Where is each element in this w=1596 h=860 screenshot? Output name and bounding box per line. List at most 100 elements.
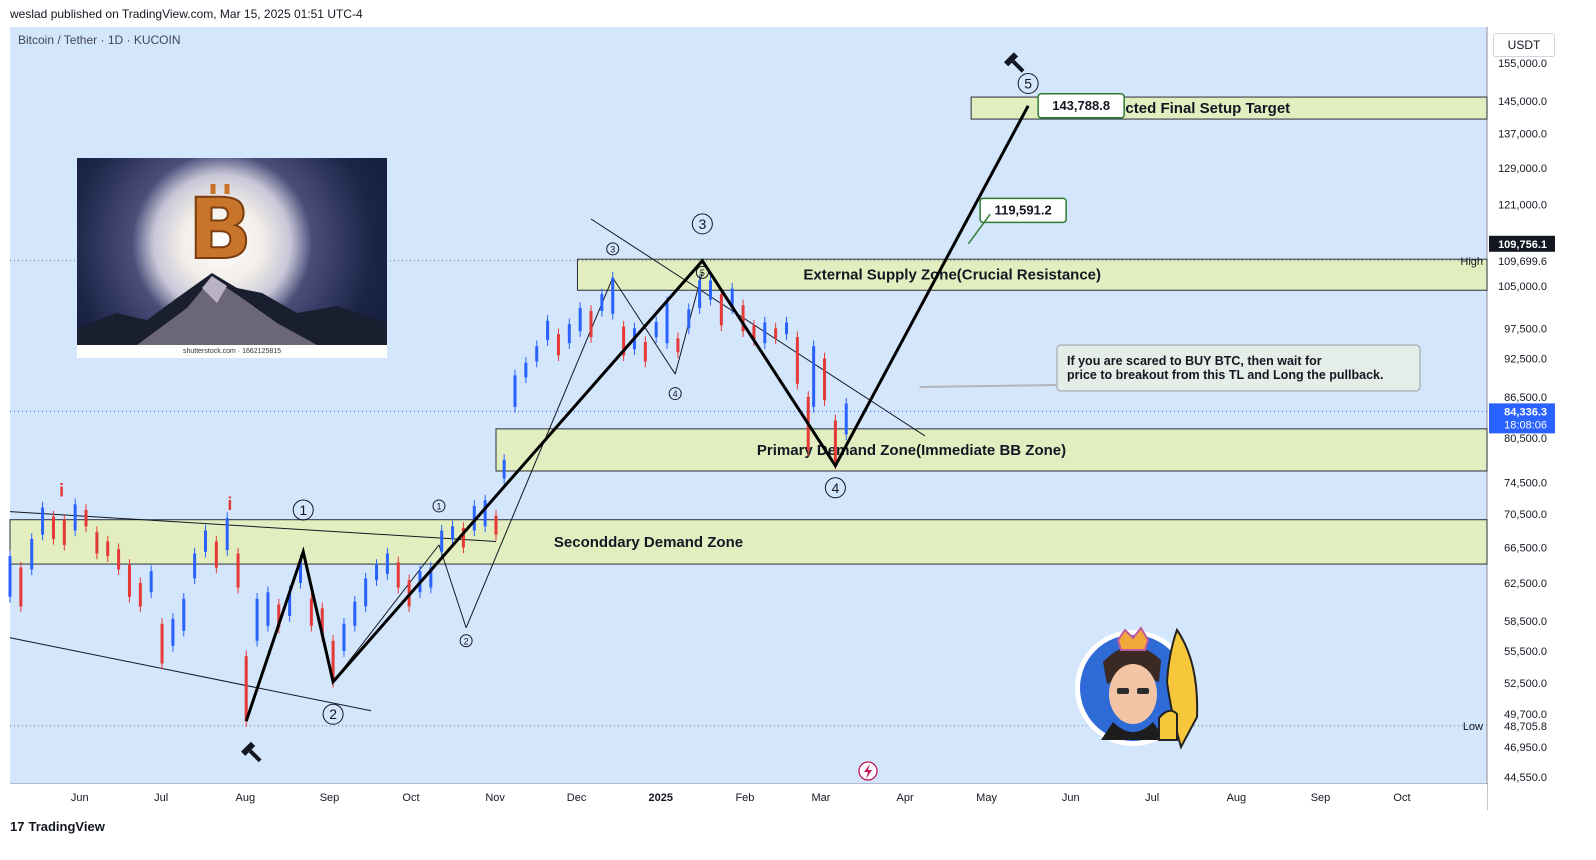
price-tick: 86,500.0 — [1504, 392, 1547, 404]
wave-label: 2 — [322, 703, 344, 725]
candle-body — [396, 562, 400, 588]
candle-body — [611, 277, 615, 314]
candle-body — [494, 515, 498, 535]
annotation-callout: If you are scared to BUY BTC, then wait … — [919, 344, 1421, 392]
high-value-label: 109,756.1 — [1489, 235, 1555, 252]
time-tick: Oct — [402, 792, 419, 804]
candle-body — [844, 403, 848, 435]
wave-label-circle — [322, 703, 344, 725]
candle-body — [385, 553, 389, 574]
candle-body — [546, 320, 550, 341]
price-tick: 155,000.0 — [1498, 58, 1547, 70]
price-tick: 52,500.0 — [1504, 678, 1547, 690]
publish-info: weslad published on TradingView.com, Mar… — [10, 7, 363, 21]
candle-body — [127, 564, 131, 597]
candle-body — [567, 324, 571, 344]
high-value-text: 109,756.1 — [1498, 239, 1547, 251]
symbol-info[interactable]: Bitcoin / Tether · 1D · KUCOIN — [18, 33, 181, 47]
image-caption: shutterstock.com · 1662125815 — [77, 345, 387, 358]
price-tick: 49,700.0 — [1504, 709, 1547, 721]
candle-body — [785, 322, 789, 335]
wave-label: 3 — [691, 213, 713, 235]
candle-body — [106, 541, 110, 557]
high-marker-text: 109,699.6 — [1498, 256, 1547, 268]
candle-body — [51, 516, 55, 539]
time-tick: Feb — [735, 792, 754, 804]
low-text: Low — [1463, 721, 1483, 733]
wave-label-text: 4 — [831, 480, 839, 496]
hammer-icon — [241, 741, 262, 763]
price-tick: 55,500.0 — [1504, 646, 1547, 658]
candle-body — [472, 505, 476, 531]
time-tick: Dec — [567, 792, 587, 804]
sub-wave-label-circle — [459, 634, 473, 648]
hammer-head — [1003, 52, 1019, 67]
price-tick: 44,550.0 — [1504, 772, 1547, 784]
time-axis-bg — [10, 784, 1487, 810]
wave-label-text: 1 — [299, 502, 307, 518]
sub-wave-label-text: 1 — [436, 501, 441, 511]
currency-button[interactable]: USDT — [1493, 33, 1555, 57]
hammer-icon — [1003, 52, 1025, 73]
high-value-bg — [1489, 235, 1555, 252]
candle-body — [277, 604, 281, 628]
sub-wave-label: 4 — [668, 387, 682, 401]
time-tick: Aug — [236, 792, 256, 804]
candle-body — [483, 500, 487, 527]
sub-wave-label-circle — [432, 499, 446, 513]
candle-body — [698, 280, 702, 309]
candle-body — [556, 334, 560, 356]
trend-line — [332, 544, 440, 683]
time-tick: 2025 — [649, 792, 673, 804]
wave-label-text: 5 — [1024, 75, 1032, 91]
price-tick: 46,950.0 — [1504, 742, 1547, 754]
candle-body — [244, 656, 248, 722]
wave-label: 5 — [1017, 72, 1039, 94]
target-label-box — [1037, 93, 1125, 119]
price-tick: 70,500.0 — [1504, 509, 1547, 521]
wave-label-circle — [824, 477, 846, 499]
time-tick: Sep — [320, 792, 340, 804]
zone-label: Primary Demand Zone(Immediate BB Zone) — [757, 442, 1066, 459]
tradingview-footer[interactable]: 17 TradingView — [10, 819, 105, 834]
target-label-box — [979, 197, 1067, 224]
candle-body — [171, 618, 175, 646]
candle-body — [535, 346, 539, 362]
sub-wave-label: 1 — [432, 499, 446, 513]
hammer-handle — [1011, 59, 1025, 73]
lightning-icon — [858, 761, 878, 781]
candle-body — [375, 564, 379, 581]
candle-body — [665, 302, 669, 344]
annotation-pointer — [919, 384, 1058, 389]
info-marker: i — [59, 480, 64, 500]
time-tick: Jul — [154, 792, 168, 804]
price-tick: 121,000.0 — [1498, 200, 1547, 212]
candle-body — [823, 358, 827, 401]
avatar-sticker — [1073, 622, 1209, 754]
bitcoin-moon-image: B shutterstock.com · 1662125815 — [77, 158, 387, 358]
candle-body — [622, 326, 626, 356]
price-tick: 58,500.0 — [1504, 616, 1547, 628]
time-tick: May — [976, 792, 997, 804]
zone-label: Seconddary Demand Zone — [554, 534, 743, 551]
candle-body — [774, 328, 778, 339]
zone-label: Projected Final Setup Target — [1088, 100, 1290, 117]
candle-body — [299, 560, 303, 583]
candle-body — [309, 598, 313, 626]
time-tick: Jul — [1145, 792, 1159, 804]
price-tick: 105,000.0 — [1498, 281, 1547, 293]
candle-body — [353, 601, 357, 626]
wave-label: 1 — [292, 499, 314, 521]
sub-wave-label-text: 3 — [610, 244, 615, 254]
candle-body — [193, 553, 197, 579]
candle-body — [19, 567, 23, 607]
candle-body — [41, 507, 45, 535]
zone-rect — [576, 258, 1488, 291]
candle-body — [320, 608, 324, 636]
target-connector — [967, 213, 991, 245]
plot-area — [10, 27, 1487, 784]
price-tick: 145,000.0 — [1498, 96, 1547, 108]
lightning-bolt — [864, 764, 872, 779]
candle-body — [833, 420, 837, 464]
